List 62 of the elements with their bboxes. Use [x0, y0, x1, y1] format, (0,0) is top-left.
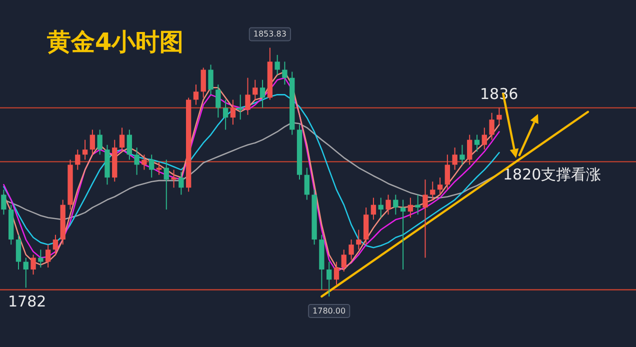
candlestick [437, 177, 443, 196]
candlestick [75, 149, 80, 170]
candlestick [216, 84, 221, 118]
candlestick [134, 147, 140, 176]
candlestick [378, 197, 384, 218]
ref-line-label: 1820支撑看涨 [503, 166, 602, 184]
candlestick [452, 147, 458, 170]
candlestick [245, 77, 250, 116]
annotation: 1853.83 [253, 30, 286, 39]
candlestick [30, 254, 36, 276]
candlestick [193, 84, 199, 106]
candlestick [489, 112, 494, 140]
candlestick [119, 127, 125, 152]
candlestick [400, 199, 406, 270]
candlestick [164, 159, 169, 210]
candlestick [482, 127, 487, 150]
candlestick [142, 154, 147, 170]
candlestick [274, 54, 280, 76]
candlestick [82, 139, 88, 160]
candlestick [126, 129, 132, 160]
candlestick [23, 257, 28, 288]
candlestick [16, 234, 22, 270]
candlestick [171, 169, 176, 188]
candlestick [38, 249, 44, 268]
candlestick [178, 171, 184, 196]
candlestick [341, 249, 346, 272]
ref-line-label: 1836 [480, 84, 518, 103]
annotation: 1780.00 [312, 306, 346, 316]
candlestick [304, 167, 310, 200]
candlestick [467, 134, 472, 166]
candlestick [460, 144, 465, 166]
candlestick [208, 64, 214, 96]
candlestick [260, 79, 266, 108]
candlestick [238, 94, 243, 120]
candlestick [282, 61, 288, 86]
candlestick [200, 67, 206, 98]
candlestick [222, 99, 228, 130]
candlestick [422, 179, 428, 258]
candlestick [230, 99, 236, 126]
ref-line-label: 1782 [8, 292, 46, 311]
candlestick [496, 107, 502, 126]
candlestick [408, 197, 414, 218]
candlestick [430, 181, 436, 200]
candlestick [474, 134, 480, 152]
candlestick [90, 129, 96, 156]
candlestick [370, 197, 376, 220]
candlestick [156, 161, 162, 176]
candlestick [1, 189, 6, 216]
candlestick [386, 194, 391, 216]
candlestick [393, 194, 398, 216]
candlestick [348, 239, 354, 260]
text: 黄金4小时图 [46, 28, 184, 56]
candlestick [444, 154, 450, 190]
candlestick [149, 154, 154, 178]
candlestick [45, 244, 51, 268]
candlestick [356, 229, 362, 250]
candlestick [52, 234, 58, 256]
candlestick [334, 261, 340, 286]
candlestick [326, 261, 332, 297]
candlestick [415, 194, 420, 216]
candlestick [97, 129, 102, 156]
candlestick [252, 79, 258, 100]
